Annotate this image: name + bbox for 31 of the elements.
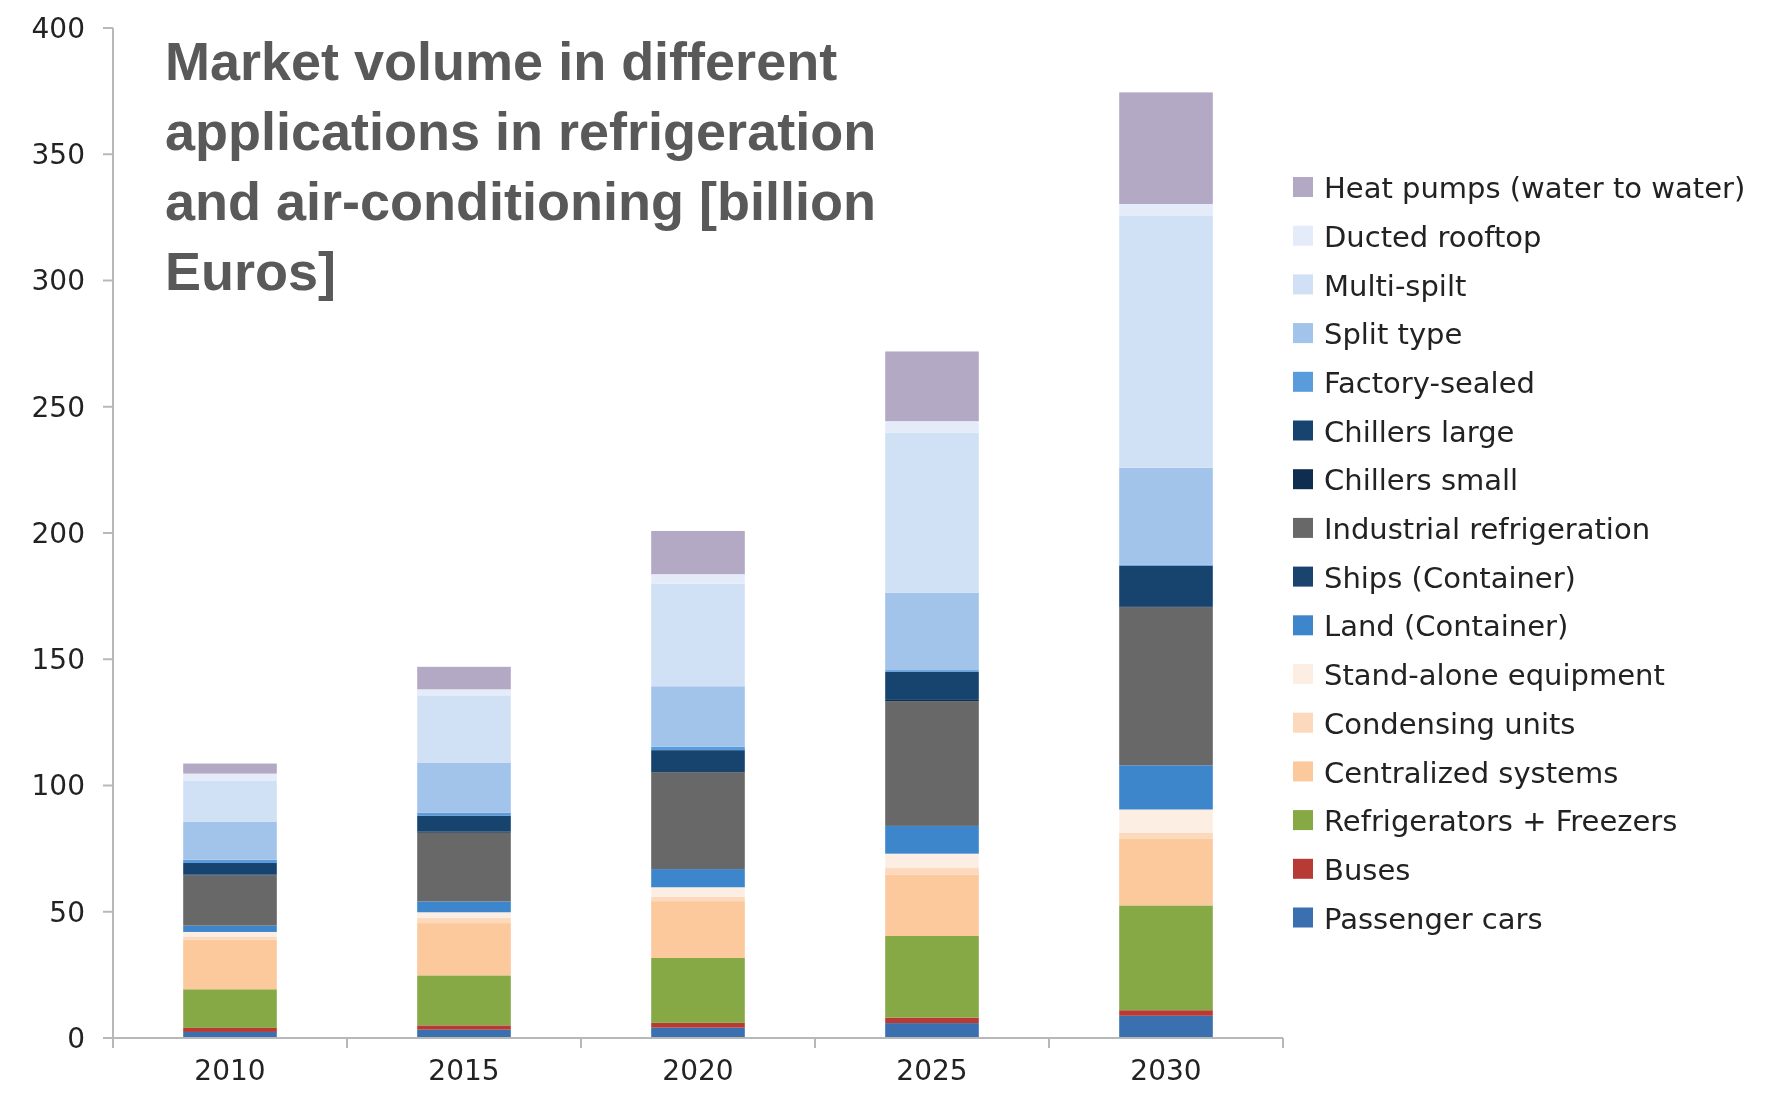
legend-label: Stand-alone equipment xyxy=(1324,658,1665,693)
legend-label: Chillers large xyxy=(1324,414,1515,449)
legend-label: Ships (Container) xyxy=(1324,560,1576,595)
legend-label: Refrigerators + Freezers xyxy=(1324,804,1678,839)
legend-label: Passenger cars xyxy=(1324,901,1543,936)
legend-label: Ducted rooftop xyxy=(1324,219,1542,254)
legend-label: Centralized systems xyxy=(1324,755,1619,790)
legend-label: Split type xyxy=(1324,317,1463,352)
legend-label: Industrial refrigeration xyxy=(1324,512,1651,547)
y-tick-label: 50 xyxy=(49,895,85,929)
legend-label: Factory-sealed xyxy=(1324,365,1535,400)
y-tick-label: 100 xyxy=(31,769,85,803)
y-tick-label: 350 xyxy=(31,138,85,172)
y-tick-label: 300 xyxy=(31,264,85,298)
x-tick-label: 2020 xyxy=(662,1054,734,1087)
legend-label: Multi-spilt xyxy=(1324,268,1467,303)
y-tick-label: 400 xyxy=(31,11,85,45)
y-tick-label: 150 xyxy=(31,643,85,677)
x-tick-label: 2030 xyxy=(1130,1054,1202,1087)
legend-label: Condensing units xyxy=(1324,706,1576,741)
x-tick-label: 2025 xyxy=(896,1054,968,1087)
legend-label: Heat pumps (water to water) xyxy=(1324,171,1746,206)
legend-label: Buses xyxy=(1324,852,1411,887)
x-tick-label: 2015 xyxy=(428,1054,500,1087)
legend-label: Land (Container) xyxy=(1324,609,1569,644)
legend-label: Chillers small xyxy=(1324,463,1519,498)
y-tick-label: 200 xyxy=(31,516,85,550)
text: Market volume in different applications in refrigeration and air-conditioning [billion Euros] xyxy=(165,31,877,301)
y-tick-label: 0 xyxy=(67,1021,85,1055)
x-tick-label: 2010 xyxy=(194,1054,266,1087)
y-tick-label: 250 xyxy=(31,390,85,424)
